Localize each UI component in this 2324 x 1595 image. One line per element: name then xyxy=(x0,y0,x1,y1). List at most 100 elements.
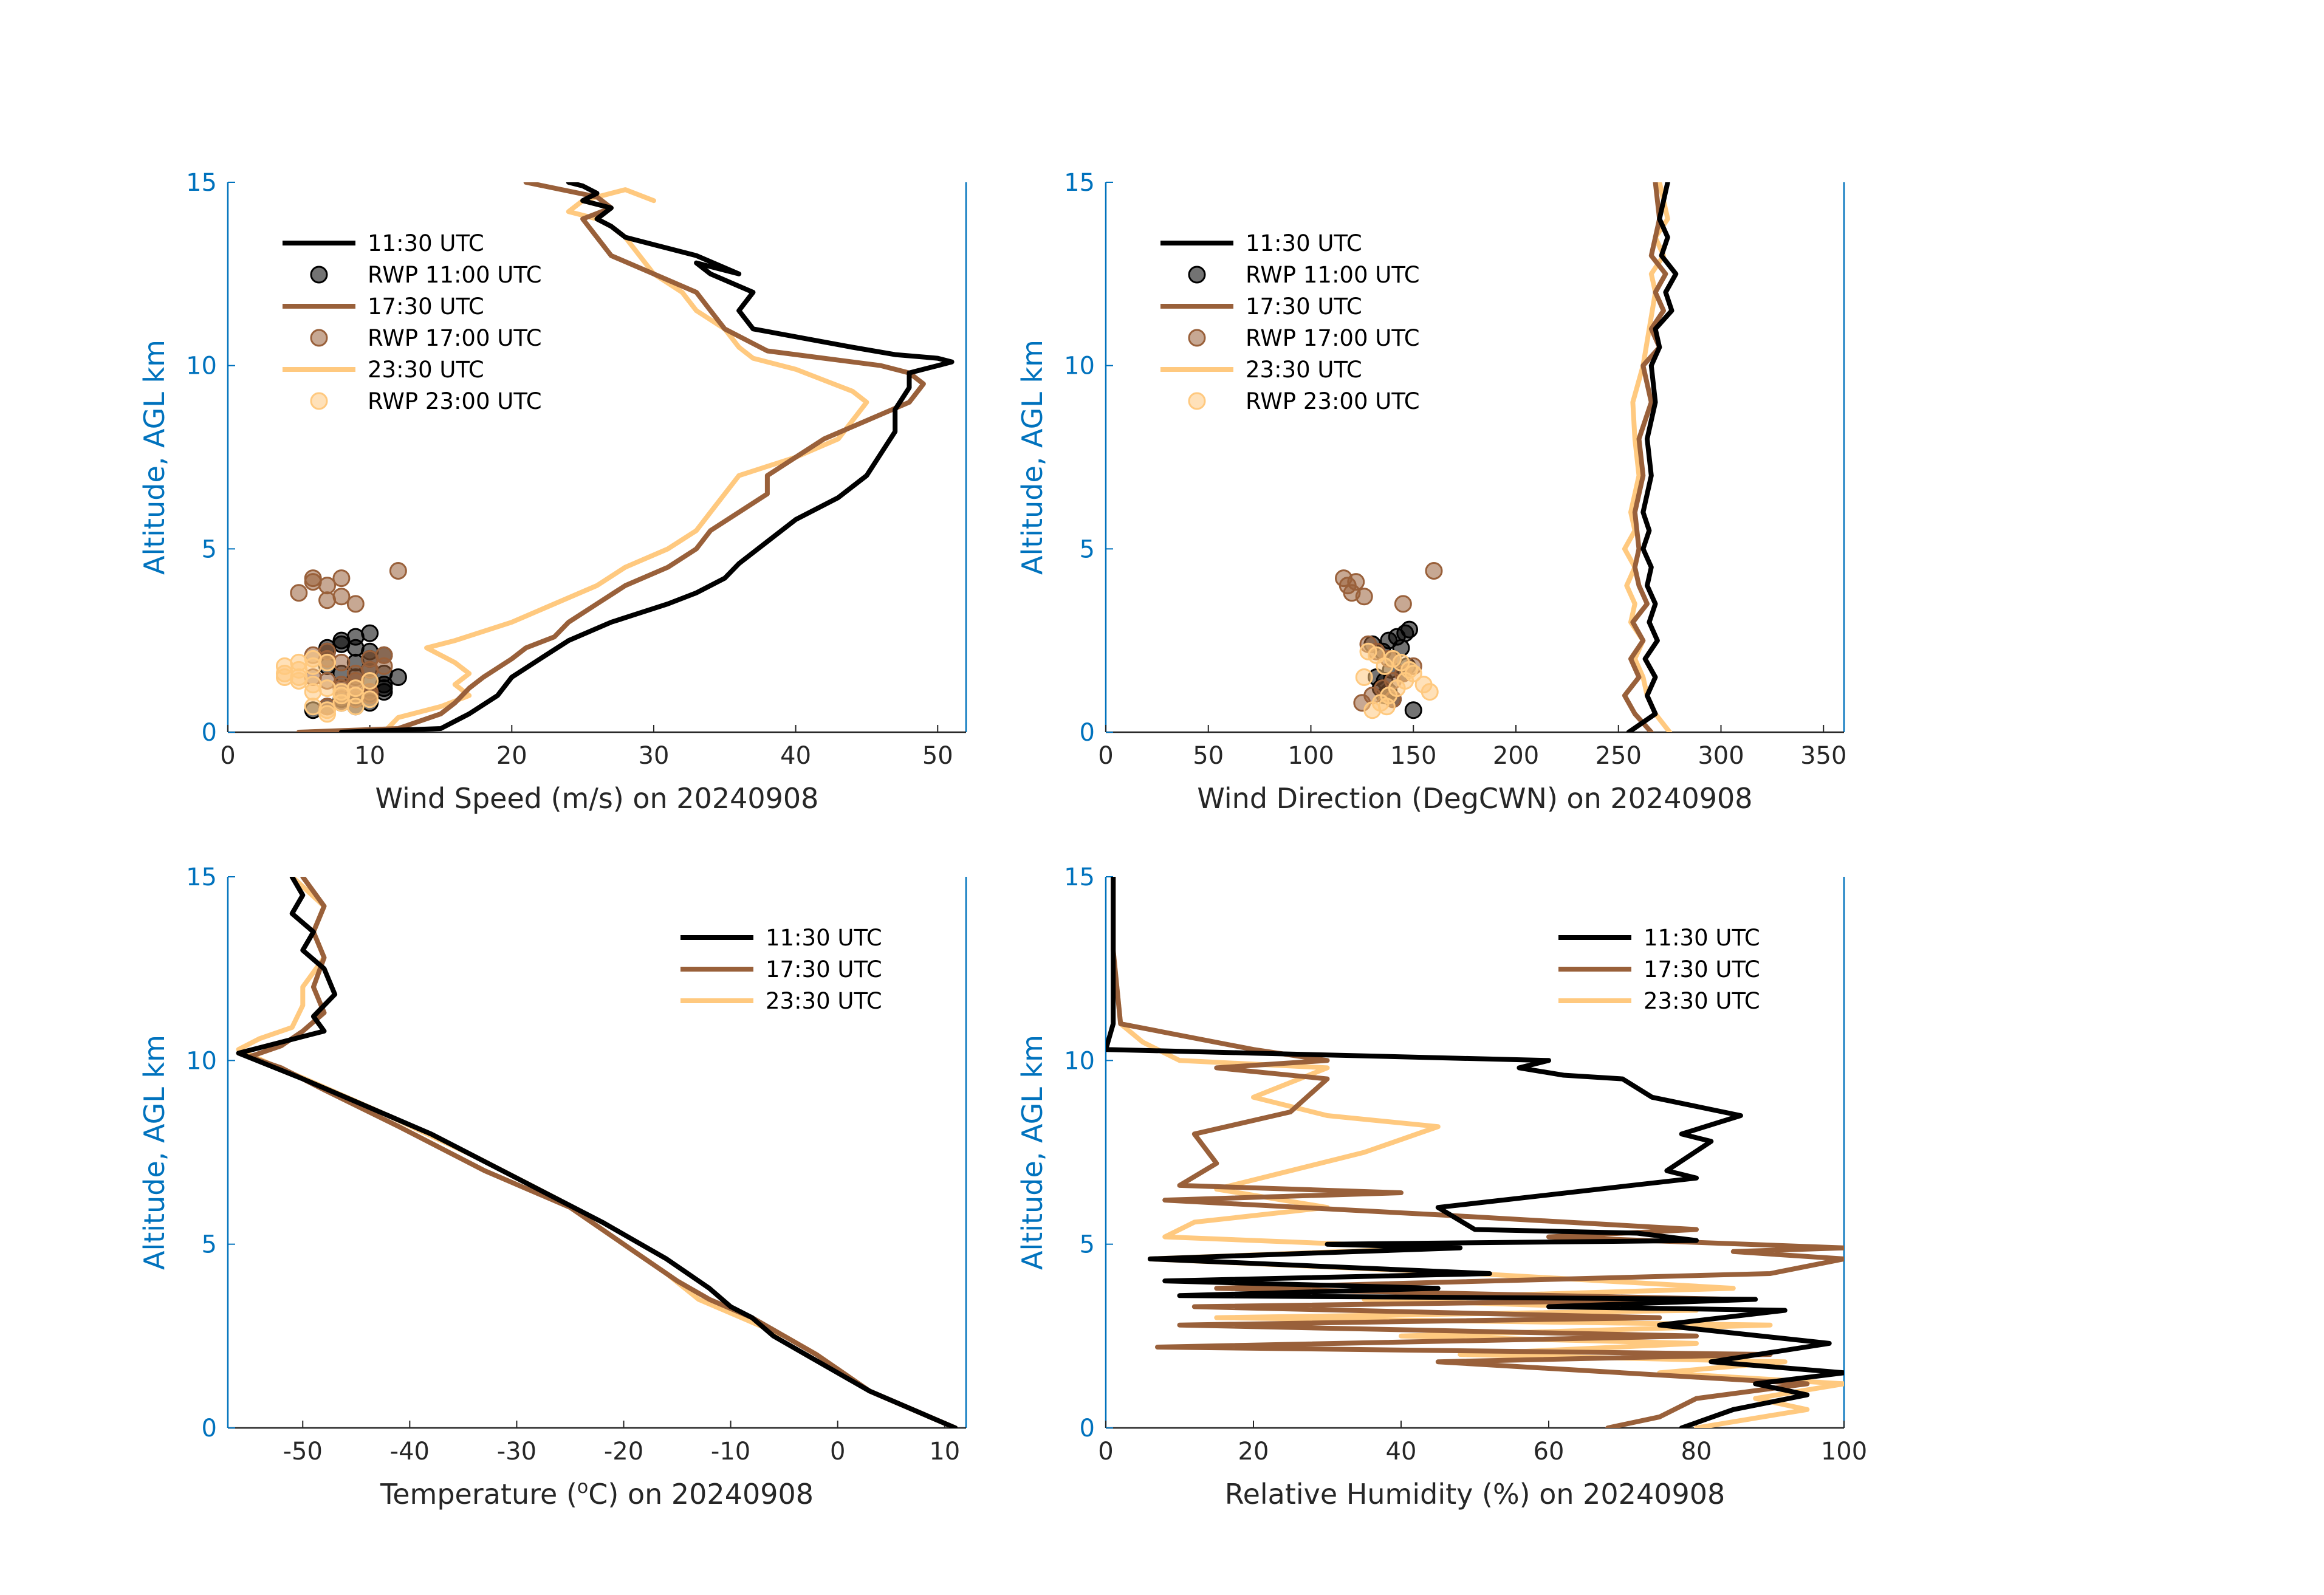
relative-humidity-line-11-30-utc xyxy=(1106,877,1844,1428)
relative-humidity-x-axis-label: Relative Humidity (%) on 20240908 xyxy=(1225,1478,1726,1511)
wind-speed-y-tick-label: 10 xyxy=(186,352,217,380)
wind-speed-x-axis-label: Wind Speed (m/s) on 20240908 xyxy=(375,782,819,815)
scatter-point xyxy=(1400,620,1418,639)
legend-entry-label: 17:30 UTC xyxy=(368,293,484,320)
legend-swatch-marker xyxy=(310,266,328,284)
relative-humidity-plot-area xyxy=(1106,877,1844,1428)
scatter-point xyxy=(304,650,322,668)
legend-entry-label: 11:30 UTC xyxy=(1246,230,1362,256)
wind-direction-x-tick-label: 50 xyxy=(1193,742,1224,770)
panel-wind-direction: 0 50 100 150 200 250 300 350 0 5 10 15 Wind Directio… xyxy=(1016,169,1846,815)
legend-swatch-marker xyxy=(1188,392,1206,410)
scatter-point xyxy=(1355,588,1373,606)
wind-speed-x-tick-label: 30 xyxy=(639,742,670,770)
panel-wind-speed: 0 10 20 30 40 50 0 5 10 15 Wind Speed (m/s) on 202… xyxy=(138,169,967,815)
scatter-point xyxy=(332,631,351,650)
legend-entry-label: RWP 17:00 UTC xyxy=(1246,325,1420,351)
scatter-point xyxy=(318,577,337,595)
relative-humidity-legend: 11:30 UTC 17:30 UTC 23:30 UTC xyxy=(1558,925,1760,1014)
scatter-point xyxy=(304,569,322,588)
scatter-point xyxy=(1394,595,1412,613)
legend-entry-label: 17:30 UTC xyxy=(1246,293,1362,320)
relative-humidity-y-axis-label: Altitude, AGL km xyxy=(1016,1035,1049,1270)
panel-temperature: -50 -40 -30 -20 -10 0 10 0 5 10 15 Temperature (oC)… xyxy=(138,863,967,1511)
wind-speed-line-11-30-utc xyxy=(338,182,955,732)
relative-humidity-line-17-30-utc xyxy=(1111,877,1844,1428)
temperature-y-tick-label: 10 xyxy=(186,1047,217,1075)
wind-direction-x-tick-label: 200 xyxy=(1493,742,1539,770)
legend-entry-label: 23:30 UTC xyxy=(1644,988,1760,1014)
wind-direction-x-tick-label: 350 xyxy=(1800,742,1846,770)
wind-speed-plot-area xyxy=(275,182,955,732)
legend-entry-label: 11:30 UTC xyxy=(368,230,484,256)
wind-direction-x-tick-label: 0 xyxy=(1098,742,1113,770)
temperature-x-axis-label-part: Temperature ( xyxy=(380,1478,577,1511)
temperature-x-tick-label: -50 xyxy=(283,1438,323,1466)
wind-speed-legend: 11:30 UTC RWP 11:00 UTC 17:30 UTC RWP 17:00… xyxy=(283,230,542,414)
scatter-point xyxy=(1335,569,1352,588)
scatter-point xyxy=(318,679,337,698)
scatter-point xyxy=(1404,701,1422,719)
scatter-point xyxy=(1421,683,1439,701)
panel-relative-humidity: 0 20 40 60 80 100 0 5 10 15 Relative Humidity (%) … xyxy=(1016,863,1867,1511)
relative-humidity-x-tick-label: 0 xyxy=(1098,1438,1113,1466)
temperature-x-axis-label: Temperature (oC) on 20240908 xyxy=(380,1477,814,1511)
temperature-y-axis-label: Altitude, AGL km xyxy=(138,1035,171,1270)
temperature-plot-area xyxy=(236,877,958,1428)
relative-humidity-x-tick-label: 40 xyxy=(1386,1438,1417,1466)
temperature-legend: 11:30 UTC 17:30 UTC 23:30 UTC xyxy=(680,925,882,1014)
wind-speed-x-tick-label: 10 xyxy=(354,742,385,770)
wind-direction-series-rwp-23-00-utc xyxy=(1355,642,1439,719)
scatter-point xyxy=(290,584,308,602)
relative-humidity-x-tick-label: 100 xyxy=(1821,1438,1867,1466)
scatter-point xyxy=(346,628,365,646)
legend-entry-label: RWP 23:00 UTC xyxy=(368,388,542,414)
wind-direction-plot-area xyxy=(1335,182,1679,732)
relative-humidity-y-tick-label: 10 xyxy=(1064,1047,1095,1075)
temperature-x-tick-label: -20 xyxy=(604,1438,643,1466)
wind-speed-y-tick-label: 5 xyxy=(202,535,217,563)
scatter-point xyxy=(290,668,308,686)
temperature-x-axis-label-sup: o xyxy=(577,1477,588,1498)
legend-swatch-marker xyxy=(1188,266,1206,284)
temperature-x-tick-label: -40 xyxy=(390,1438,430,1466)
wind-direction-x-tick-label: 300 xyxy=(1698,742,1744,770)
scatter-point xyxy=(318,705,337,723)
wind-direction-y-tick-label: 0 xyxy=(1080,719,1095,747)
wind-direction-x-tick-label: 100 xyxy=(1287,742,1334,770)
scatter-point xyxy=(1377,698,1396,716)
wind-speed-x-tick-label: 0 xyxy=(220,742,235,770)
legend-entry-label: RWP 11:00 UTC xyxy=(1246,262,1420,288)
legend-entry-label: RWP 17:00 UTC xyxy=(368,325,542,351)
legend-entry-label: 17:30 UTC xyxy=(766,956,882,983)
temperature-x-tick-label: 0 xyxy=(830,1438,845,1466)
scatter-point xyxy=(346,595,365,613)
temperature-x-axis-label-part: C) on 20240908 xyxy=(588,1478,814,1511)
scatter-point xyxy=(375,646,393,664)
legend-entry-label: RWP 23:00 UTC xyxy=(1246,388,1420,414)
wind-direction-x-axis-label: Wind Direction (DegCWN) on 20240908 xyxy=(1197,782,1752,815)
scatter-point xyxy=(346,698,365,716)
scatter-point xyxy=(361,624,379,642)
relative-humidity-y-tick-label: 5 xyxy=(1080,1231,1095,1259)
wind-speed-y-tick-label: 0 xyxy=(202,719,217,747)
legend-swatch-marker xyxy=(310,329,328,347)
wind-speed-series-rwp-23-00-utc xyxy=(275,650,379,723)
wind-speed-line-17-30-utc xyxy=(296,182,926,732)
relative-humidity-x-tick-label: 60 xyxy=(1534,1438,1565,1466)
scatter-point xyxy=(332,569,351,588)
scatter-point xyxy=(1359,642,1377,660)
temperature-x-tick-label: -30 xyxy=(497,1438,536,1466)
wind-direction-line-17-30-utc xyxy=(1622,182,1668,732)
scatter-point xyxy=(275,657,293,675)
wind-speed-x-tick-label: 20 xyxy=(496,742,527,770)
scatter-point xyxy=(375,679,393,698)
relative-humidity-x-tick-label: 80 xyxy=(1681,1438,1712,1466)
scatter-point xyxy=(389,562,407,580)
relative-humidity-x-tick-label: 20 xyxy=(1238,1438,1269,1466)
scatter-point xyxy=(361,650,379,668)
scatter-point xyxy=(304,698,322,716)
legend-entry-label: 17:30 UTC xyxy=(1644,956,1760,983)
